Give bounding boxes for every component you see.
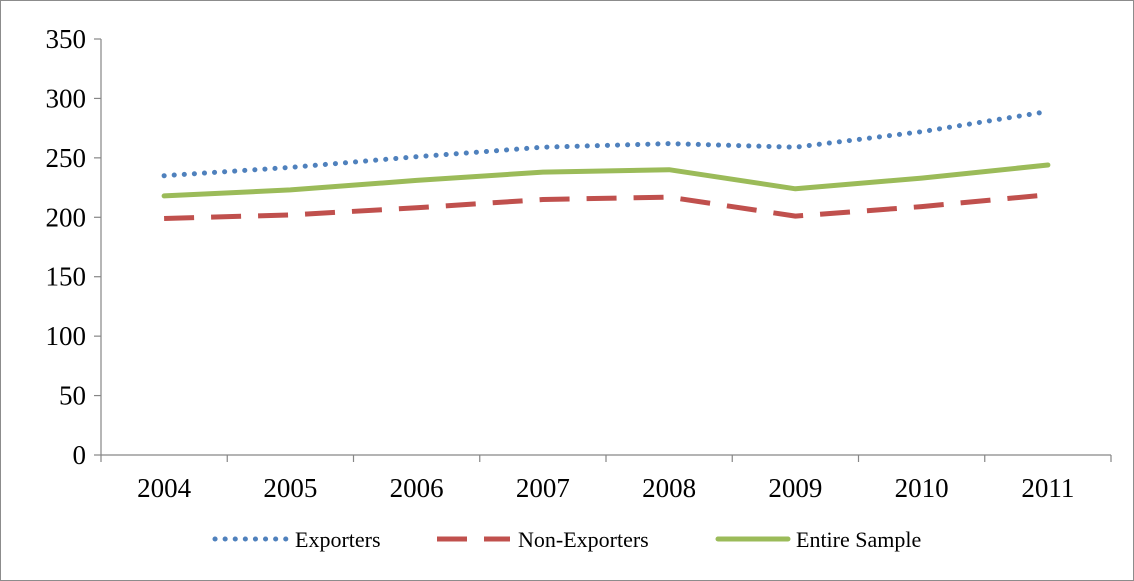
series-exporters xyxy=(161,109,1051,179)
x-tick-label: 2009 xyxy=(768,473,822,503)
legend-label: Entire Sample xyxy=(796,527,921,552)
x-tick-label: 2010 xyxy=(895,473,949,503)
series-line-entire-sample xyxy=(161,162,1051,199)
y-tick-label: 50 xyxy=(59,381,86,411)
legend-label: Exporters xyxy=(295,527,381,552)
legend-item-exporters: Exporters xyxy=(212,527,381,552)
x-tick-label: 2011 xyxy=(1021,473,1074,503)
x-tick-label: 2005 xyxy=(263,473,317,503)
legend-item-non-exporters: Non-Exporters xyxy=(437,527,649,552)
x-tick-label: 2007 xyxy=(516,473,570,503)
series-layer xyxy=(161,109,1051,221)
legend-label: Non-Exporters xyxy=(518,527,649,552)
x-tick-label: 2004 xyxy=(137,473,192,503)
y-tick-label: 0 xyxy=(73,440,87,470)
series-line-non-exporters xyxy=(164,192,1049,221)
y-tick-label: 100 xyxy=(46,321,87,351)
x-tick-label: 2006 xyxy=(390,473,444,503)
axes: 0 50 100 150 200 250 300 350 2004 2005 2006 2007 200… xyxy=(46,24,1112,503)
y-tick-label: 200 xyxy=(46,202,87,232)
y-tick-label: 250 xyxy=(46,143,87,173)
series-line-exporters xyxy=(161,109,1051,179)
x-tick-label: 2008 xyxy=(642,473,696,503)
series-non-exporters xyxy=(164,192,1049,221)
legend-item-entire-sample: Entire Sample xyxy=(715,527,921,552)
legend: Exporters Non-Exporters Entire Sample xyxy=(212,527,921,552)
y-tick-label: 350 xyxy=(46,24,87,54)
series-entire-sample xyxy=(161,162,1051,199)
y-tick-label: 150 xyxy=(46,262,87,292)
y-tick-label: 300 xyxy=(46,83,87,113)
